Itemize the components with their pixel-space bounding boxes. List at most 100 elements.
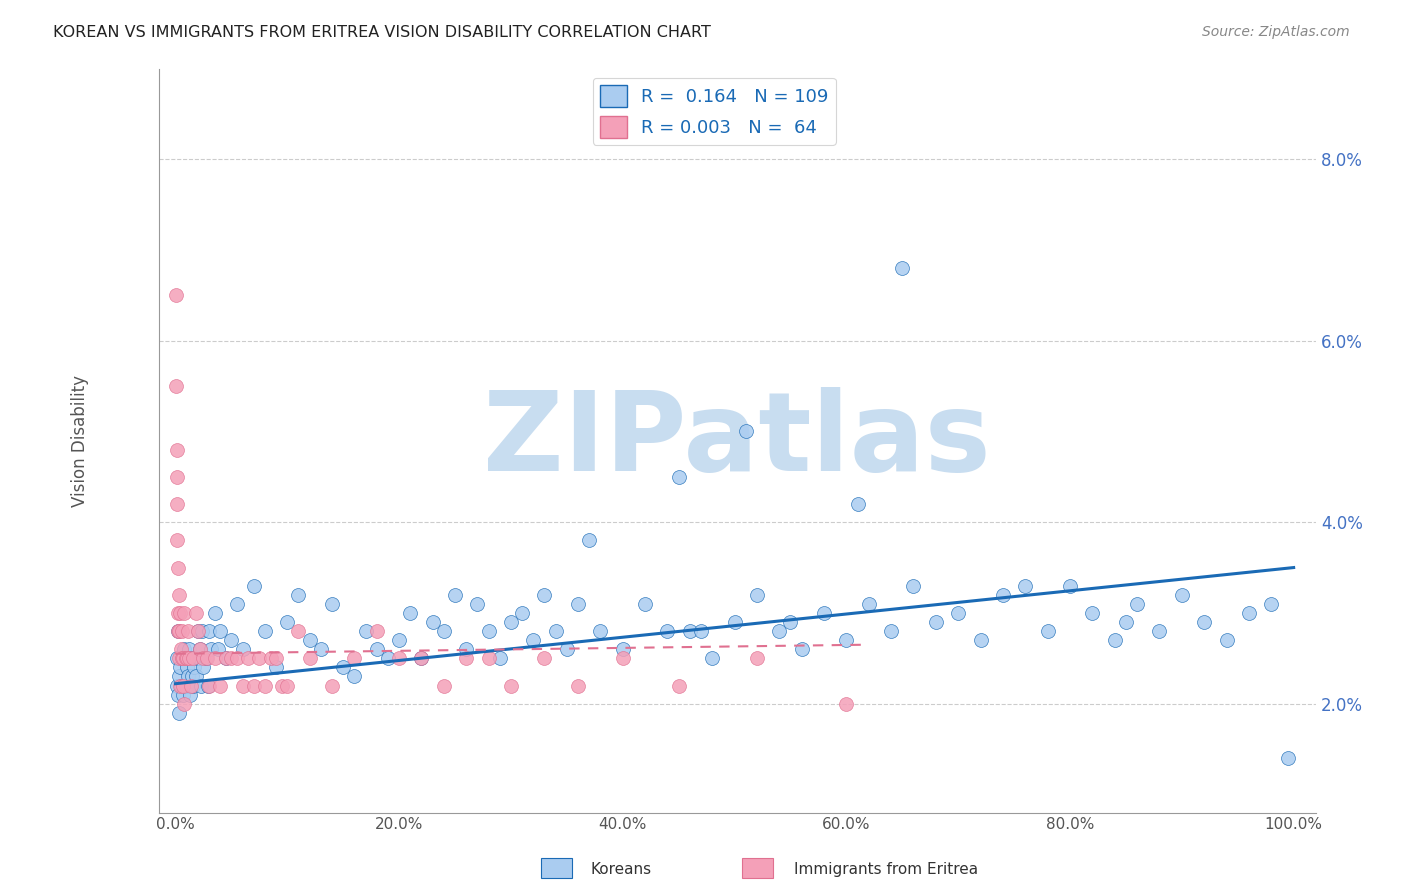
Point [242,579,264,593]
Point [533,588,555,602]
Point [221,633,243,648]
Text: Immigrants from Eritrea: Immigrants from Eritrea [794,863,979,877]
Point [190,679,212,693]
Point [668,470,690,484]
Point [544,624,567,638]
Point [198,679,221,693]
Point [1237,606,1260,620]
Point [388,651,411,665]
Point [388,633,411,648]
Point [173,606,195,620]
Point [343,669,366,683]
Point [177,669,200,683]
Point [745,651,768,665]
Point [174,651,197,665]
Point [166,497,188,511]
Point [745,588,768,602]
Point [198,624,221,638]
Point [1126,597,1149,611]
Point [187,651,209,665]
Point [166,651,188,665]
Point [510,606,533,620]
Point [343,651,366,665]
Point [467,597,489,611]
Point [176,660,198,674]
Point [176,651,198,665]
Point [177,624,200,638]
Point [499,615,522,629]
Point [456,642,478,657]
Point [169,660,191,674]
Point [488,651,510,665]
Point [253,624,276,638]
Point [321,679,343,693]
Point [179,688,201,702]
Point [232,642,254,657]
Point [444,588,467,602]
Point [813,606,835,620]
Text: Koreans: Koreans [591,863,651,877]
Point [187,624,209,638]
Point [858,597,880,611]
Point [191,624,214,638]
Point [167,669,190,683]
Point [790,642,813,657]
Point [253,679,276,693]
Point [259,651,281,665]
Y-axis label: Vision Disability: Vision Disability [72,375,89,507]
Point [846,497,869,511]
Point [276,679,298,693]
Point [723,615,745,629]
Point [264,660,287,674]
Point [204,606,226,620]
Point [477,651,499,665]
Point [433,624,456,638]
Point [835,697,858,711]
Point [377,651,399,665]
Point [891,261,914,276]
Point [226,651,249,665]
Point [903,579,925,593]
Point [1081,606,1104,620]
Text: KOREAN VS IMMIGRANTS FROM ERITREA VISION DISABILITY CORRELATION CHART: KOREAN VS IMMIGRANTS FROM ERITREA VISION… [53,25,711,40]
Point [169,679,191,693]
Point [634,597,657,611]
Point [177,642,200,657]
Point [215,651,238,665]
Point [193,660,215,674]
Point [183,660,205,674]
Point [165,288,187,302]
Point [1115,615,1137,629]
Point [690,624,713,638]
Point [180,651,202,665]
Point [172,679,194,693]
Point [366,642,388,657]
Point [215,651,238,665]
Point [1277,751,1299,765]
Point [422,615,444,629]
Point [181,669,204,683]
Point [1104,633,1126,648]
Point [589,624,612,638]
Point [236,651,259,665]
Point [242,679,264,693]
Point [1171,588,1194,602]
Point [169,624,191,638]
Point [172,688,194,702]
Point [172,624,194,638]
Point [264,651,287,665]
Point [247,651,270,665]
Point [321,597,343,611]
Point [167,651,190,665]
Point [567,679,589,693]
Point [612,642,634,657]
Point [499,679,522,693]
Point [166,533,188,548]
Text: Source: ZipAtlas.com: Source: ZipAtlas.com [1202,25,1350,39]
Point [309,642,332,657]
Point [533,651,555,665]
Point [197,679,219,693]
Point [555,642,578,657]
Point [991,588,1014,602]
Point [768,624,790,638]
